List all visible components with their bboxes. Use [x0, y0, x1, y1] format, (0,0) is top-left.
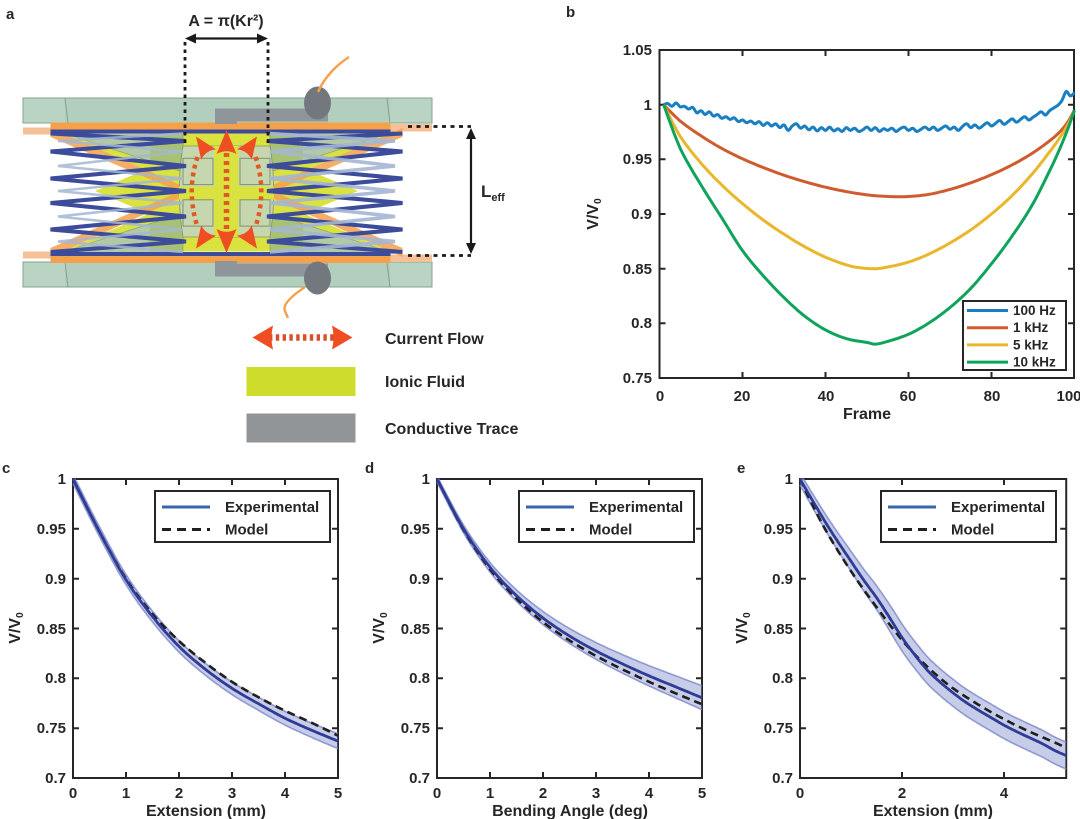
svg-text:Experimental: Experimental — [951, 499, 1045, 516]
svg-text:1 kHz: 1 kHz — [1013, 320, 1049, 335]
svg-text:0.85: 0.85 — [623, 261, 652, 278]
svg-text:V/V0: V/V0 — [585, 198, 604, 230]
svg-text:b: b — [566, 4, 575, 21]
svg-text:0.75: 0.75 — [623, 370, 652, 387]
svg-text:1: 1 — [486, 785, 494, 802]
svg-text:5: 5 — [334, 785, 342, 802]
svg-text:2: 2 — [175, 785, 183, 802]
svg-text:Frame: Frame — [843, 406, 891, 423]
svg-text:0.75: 0.75 — [401, 720, 430, 737]
svg-text:20: 20 — [734, 388, 751, 405]
svg-text:0.7: 0.7 — [772, 770, 793, 787]
svg-text:4: 4 — [1000, 785, 1009, 802]
svg-text:0.95: 0.95 — [623, 151, 652, 168]
svg-text:Extension (mm): Extension (mm) — [873, 803, 993, 819]
svg-text:0.8: 0.8 — [409, 670, 430, 687]
svg-text:1: 1 — [644, 97, 652, 114]
svg-text:Model: Model — [225, 522, 268, 539]
svg-text:1: 1 — [785, 471, 793, 488]
svg-text:0.95: 0.95 — [764, 521, 793, 538]
svg-text:0.9: 0.9 — [631, 206, 652, 223]
svg-text:0.9: 0.9 — [45, 571, 66, 588]
svg-text:3: 3 — [592, 785, 600, 802]
svg-text:0.9: 0.9 — [772, 571, 793, 588]
svg-text:c: c — [2, 460, 10, 477]
svg-text:0.95: 0.95 — [401, 521, 430, 538]
svg-text:5: 5 — [698, 785, 706, 802]
svg-text:A = π(Kr²): A = π(Kr²) — [188, 13, 263, 30]
svg-text:80: 80 — [984, 388, 1001, 405]
svg-text:0.7: 0.7 — [409, 770, 430, 787]
svg-text:60: 60 — [900, 388, 917, 405]
svg-text:0.85: 0.85 — [401, 621, 430, 638]
svg-text:V/V0: V/V0 — [734, 612, 753, 644]
svg-text:a: a — [6, 6, 15, 23]
svg-text:Experimental: Experimental — [225, 499, 319, 516]
svg-text:0.9: 0.9 — [409, 571, 430, 588]
svg-text:0.75: 0.75 — [37, 720, 66, 737]
svg-text:0.95: 0.95 — [37, 521, 66, 538]
svg-text:0.8: 0.8 — [45, 670, 66, 687]
svg-text:2: 2 — [898, 785, 906, 802]
svg-text:0.8: 0.8 — [631, 315, 652, 332]
svg-text:4: 4 — [281, 785, 290, 802]
svg-text:Conductive Trace: Conductive Trace — [385, 421, 518, 438]
svg-text:4: 4 — [645, 785, 654, 802]
svg-text:0.8: 0.8 — [772, 670, 793, 687]
svg-text:1: 1 — [58, 471, 66, 488]
svg-text:0.75: 0.75 — [764, 720, 793, 737]
svg-text:0: 0 — [656, 388, 664, 405]
svg-text:V/V0: V/V0 — [371, 612, 390, 644]
svg-text:1.05: 1.05 — [623, 42, 652, 59]
svg-text:Extension (mm): Extension (mm) — [146, 803, 266, 819]
svg-text:0.7: 0.7 — [45, 770, 66, 787]
svg-text:Model: Model — [951, 522, 994, 539]
svg-text:3: 3 — [228, 785, 236, 802]
svg-text:0: 0 — [433, 785, 441, 802]
svg-text:e: e — [737, 460, 745, 477]
svg-text:2: 2 — [539, 785, 547, 802]
svg-text:1: 1 — [122, 785, 130, 802]
svg-text:10 kHz: 10 kHz — [1013, 355, 1056, 370]
svg-text:100: 100 — [1056, 388, 1080, 405]
svg-text:100 Hz: 100 Hz — [1013, 303, 1056, 318]
svg-text:0: 0 — [796, 785, 804, 802]
svg-text:d: d — [365, 460, 374, 477]
svg-text:0.85: 0.85 — [764, 621, 793, 638]
svg-text:40: 40 — [818, 388, 835, 405]
svg-text:Bending Angle (deg): Bending Angle (deg) — [492, 803, 648, 819]
svg-text:Current Flow: Current Flow — [385, 331, 484, 348]
svg-text:V/V0: V/V0 — [7, 612, 26, 644]
svg-text:Experimental: Experimental — [589, 499, 683, 516]
svg-text:1: 1 — [422, 471, 430, 488]
svg-text:Model: Model — [589, 522, 632, 539]
svg-text:5 kHz: 5 kHz — [1013, 337, 1049, 352]
svg-text:0.85: 0.85 — [37, 621, 66, 638]
svg-text:Ionic Fluid: Ionic Fluid — [385, 374, 465, 391]
svg-text:0: 0 — [69, 785, 77, 802]
